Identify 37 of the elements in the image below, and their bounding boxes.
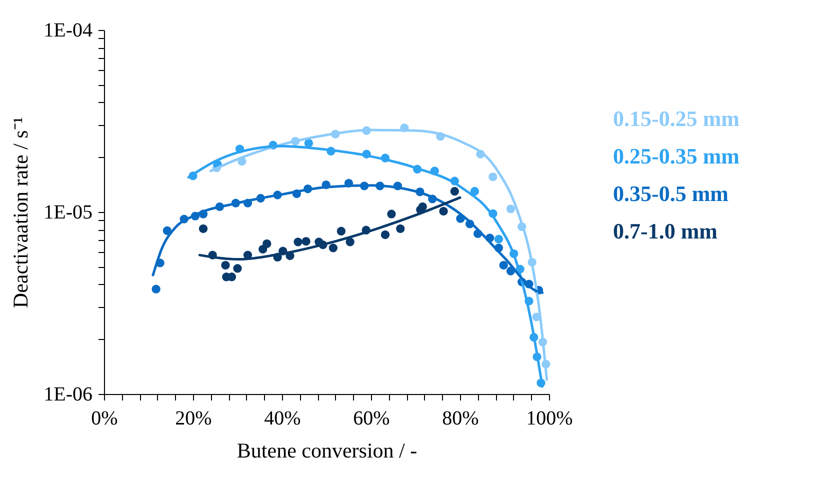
x-tick-label: 40% (264, 408, 301, 430)
x-tick-label: 0% (91, 408, 118, 430)
point (506, 204, 516, 214)
point (380, 230, 390, 240)
x-tick-label: 80% (442, 408, 479, 430)
point (221, 260, 230, 270)
x-tick-label: 100% (526, 408, 573, 430)
point (198, 224, 208, 233)
text: 0.35-0.5 mm (613, 180, 728, 206)
y-axis-title: Deactivaation rate / s⁻¹ (8, 116, 33, 308)
point (488, 172, 498, 182)
point (302, 237, 310, 246)
point (396, 224, 405, 233)
point (162, 226, 172, 235)
point (470, 186, 480, 196)
point (387, 210, 396, 218)
text: 0.15-0.25 mm (613, 106, 740, 131)
point (418, 202, 427, 211)
text: 0.7-1.0 mm (613, 218, 718, 244)
point (439, 206, 448, 216)
x-axis-title: Butene conversion / - (236, 438, 418, 462)
point (346, 238, 354, 246)
x-tick-label: 60% (353, 408, 390, 430)
point (328, 244, 338, 252)
point (494, 234, 504, 244)
point (262, 239, 272, 248)
point (450, 186, 459, 196)
y-tick-label: 1E-05 (44, 202, 92, 224)
y-tick-label: 1E-06 (44, 384, 92, 406)
text: 0.25-0.35 mm (613, 143, 740, 168)
x-tick-label: 20% (175, 408, 212, 430)
point (294, 238, 302, 246)
point (336, 226, 346, 236)
point (499, 260, 508, 270)
point (152, 284, 160, 294)
point (233, 264, 242, 273)
y-tick-label: 1E-04 (44, 20, 92, 42)
